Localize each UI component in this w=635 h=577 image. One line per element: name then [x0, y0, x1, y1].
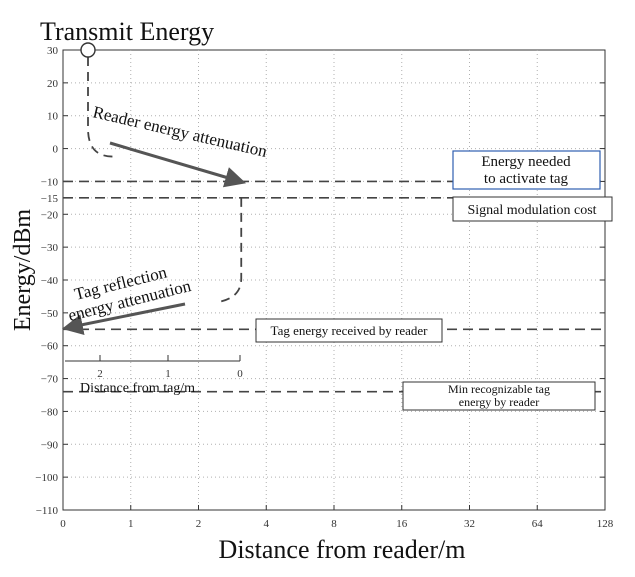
y-tick-label: −30 — [41, 242, 59, 254]
x-tick-label: 0 — [60, 518, 66, 530]
energy-path — [87, 57, 243, 303]
x-tick-label: 4 — [264, 518, 270, 530]
y-tick-label: 10 — [47, 111, 59, 123]
tag-reflection-arrow — [61, 302, 186, 335]
y-tick-label: −15 — [41, 193, 59, 205]
modulation-cost-label: Signal modulation cost — [467, 203, 596, 218]
x-tick-label: 128 — [597, 518, 614, 530]
x-tick-label: 8 — [331, 518, 337, 530]
x-axis-label: Distance from reader/m — [219, 535, 466, 564]
min-recognizable-box — [402, 381, 596, 411]
x-tick-label: 64 — [532, 518, 544, 530]
y-tick-label: −20 — [41, 209, 59, 221]
annotation-reader-energy: Reader energy attenuation — [91, 102, 269, 161]
x-tick-label: 16 — [396, 518, 408, 530]
inset-tick-label: 2 — [97, 368, 103, 380]
y-ticks: 3020100−10−15−20−30−40−50−60−70−80−90−10… — [35, 45, 605, 517]
transmit-point — [80, 42, 96, 58]
min-recognizable-label-line2: energy by reader — [459, 395, 539, 409]
grid — [63, 50, 605, 510]
inset-axis: 2 1 0 — [65, 355, 243, 380]
x-ticks: 0 1 2 4 8 16 32 64 128 — [60, 505, 614, 530]
tag-received-label: Tag energy received by reader — [271, 323, 429, 338]
y-tick-label: 20 — [47, 78, 59, 90]
y-tick-label: −50 — [41, 308, 59, 320]
y-tick-label: −80 — [41, 406, 59, 418]
activate-tag-label-line1: Energy needed — [481, 154, 571, 170]
inset-tick-label: 1 — [165, 368, 171, 380]
y-tick-label: −40 — [41, 275, 59, 287]
activate-tag-box — [452, 150, 601, 190]
y-tick-label: −100 — [35, 472, 58, 484]
tag-received-box — [255, 318, 443, 343]
chart-title: Transmit Energy — [40, 17, 214, 46]
y-tick-label: 0 — [53, 144, 59, 156]
x-tick-label: 32 — [464, 518, 475, 530]
min-recognizable-label-line1: Min recognizable tag — [448, 382, 550, 396]
y-tick-label: 30 — [47, 45, 59, 57]
x-tick-label: 2 — [196, 518, 202, 530]
inset-axis-label: Distance from tag/m — [80, 381, 195, 396]
reader-attenuation-arrow — [109, 141, 247, 188]
y-tick-label: −10 — [41, 176, 59, 188]
y-axis-label: Energy/dBm — [10, 209, 36, 332]
y-tick-label: −90 — [41, 439, 59, 451]
modulation-cost-box — [452, 196, 613, 222]
series — [80, 42, 243, 303]
inset-tick-label: 0 — [237, 368, 243, 380]
y-tick-label: −60 — [41, 341, 59, 353]
y-tick-label: −70 — [41, 374, 59, 386]
y-tick-label: −110 — [36, 505, 59, 517]
x-tick-label: 1 — [128, 518, 134, 530]
activate-tag-label-line2: to activate tag — [484, 171, 569, 187]
